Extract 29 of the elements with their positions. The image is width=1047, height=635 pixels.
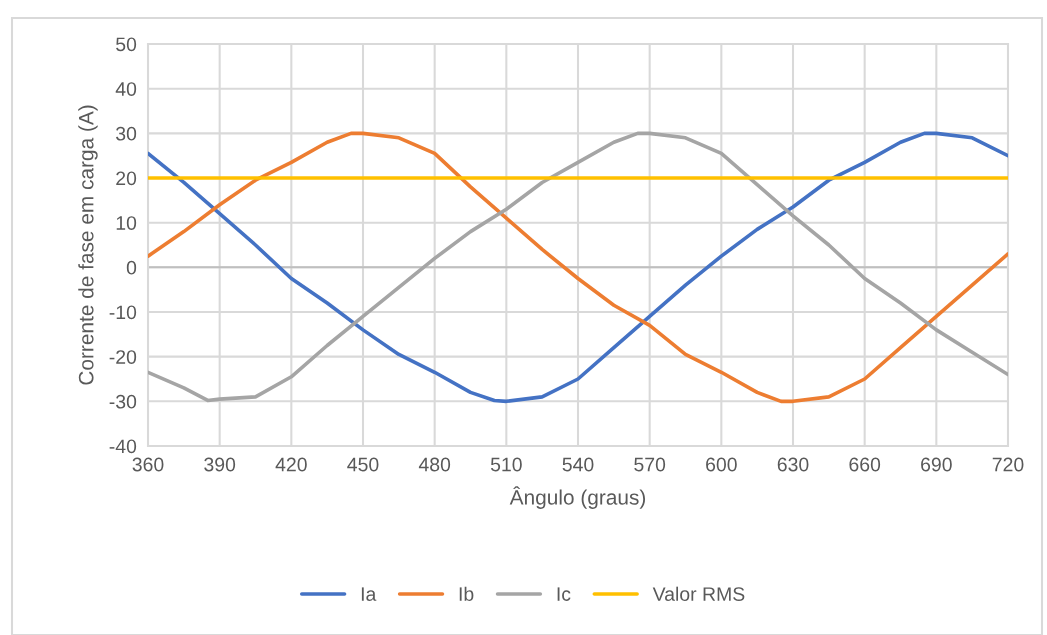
y-tick-label: 50 [116, 37, 137, 52]
y-tick-label: -20 [109, 350, 137, 364]
y-tick-label: -10 [109, 305, 137, 320]
legend-label: Valor RMS [652, 586, 745, 601]
y-tick-label: 10 [116, 216, 137, 230]
x-tick-label: 540 [562, 457, 594, 472]
x-tick-label: 630 [777, 457, 809, 472]
y-tick-label: 40 [115, 82, 137, 96]
legend-label: Ib [459, 586, 474, 601]
x-tick-label: 510 [490, 457, 522, 472]
x-tick-label: 660 [849, 457, 881, 472]
y-tick-label: -40 [109, 439, 137, 454]
y-tick-label: -30 [109, 394, 137, 409]
y-tick-label: 30 [116, 126, 137, 141]
y-tick-label: 20 [116, 171, 137, 186]
x-tick-label: 450 [347, 457, 379, 472]
x-tick-label: 690 [921, 457, 952, 472]
x-axis-title: Ângulo (graus) [509, 486, 646, 509]
x-tick-label: 600 [706, 457, 737, 472]
x-tick-label: 570 [634, 457, 666, 472]
x-tick-label: 720 [992, 457, 1024, 472]
x-tick-label: 480 [418, 457, 451, 472]
legend-label: Ic [557, 587, 571, 601]
x-tick-label: 420 [275, 457, 307, 472]
legend-label: Ia [361, 587, 377, 601]
x-tick-label: 360 [132, 457, 164, 472]
x-tick-label: 390 [204, 457, 236, 472]
y-tick-label: 0 [126, 260, 137, 275]
y-axis-title: Corrente de fase em carga (A) [78, 105, 98, 385]
